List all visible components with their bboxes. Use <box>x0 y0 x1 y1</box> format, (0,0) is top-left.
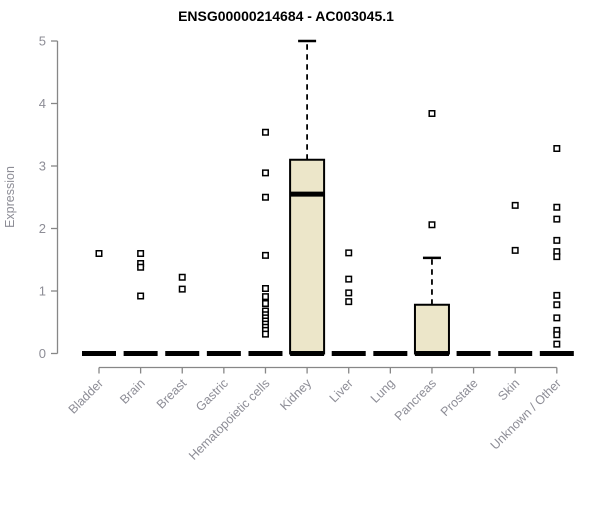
outlier-point <box>261 251 269 259</box>
x-tick-label: Breast <box>154 376 190 412</box>
outlier-point <box>137 292 145 300</box>
x-tick-label: Unknown / Other <box>488 376 564 452</box>
outlier-point <box>511 201 519 209</box>
boxplot-bladder: Bladder <box>66 250 116 417</box>
chart-title: ENSG00000214684 - AC003045.1 <box>178 8 394 24</box>
outlier-point <box>345 289 353 297</box>
outlier-point <box>553 331 561 339</box>
x-tick-label: Prostate <box>438 376 481 419</box>
outlier-point <box>261 293 269 301</box>
outlier-point <box>261 285 269 292</box>
x-tick-label: Hematopoietic cells <box>186 376 273 463</box>
outlier-point <box>261 128 269 136</box>
outlier-point <box>178 285 186 293</box>
box <box>413 303 450 355</box>
outlier-point <box>553 301 561 309</box>
outlier-point <box>553 314 561 322</box>
y-tick-label: 5 <box>39 34 46 49</box>
outlier-point <box>553 203 561 211</box>
y-tick-label: 4 <box>39 96 46 111</box>
outlier-point <box>345 298 353 306</box>
outlier-point <box>95 250 103 257</box>
outlier-point <box>428 221 436 229</box>
outlier-point <box>553 236 561 244</box>
boxplot-liver: Liver <box>327 249 366 405</box>
outlier-point <box>137 250 145 257</box>
outlier-point <box>511 246 519 254</box>
outlier-point <box>345 249 353 257</box>
x-tick-label: Brain <box>117 376 148 407</box>
outlier-point <box>137 263 145 271</box>
outlier-point <box>178 273 186 281</box>
outlier-point <box>553 291 561 299</box>
outlier-point <box>428 110 436 117</box>
y-tick-label: 3 <box>39 159 46 174</box>
x-tick-label: Lung <box>368 376 398 406</box>
box <box>289 158 326 355</box>
outlier-point <box>261 330 269 338</box>
outlier-point <box>553 215 561 223</box>
x-tick-label: Pancreas <box>392 376 439 423</box>
outlier-point <box>345 275 353 283</box>
boxplot-unknown-other: Unknown / Other <box>488 145 574 452</box>
boxplot-brain: Brain <box>117 250 158 407</box>
boxplot-breast: Breast <box>154 273 200 412</box>
y-tick-label: 1 <box>39 284 46 299</box>
x-tick-label: Kidney <box>277 376 314 413</box>
x-tick-label: Gastric <box>193 376 231 414</box>
outlier-point <box>261 169 269 177</box>
boxplot-skin: Skin <box>495 201 533 403</box>
y-axis-title: Expression <box>3 166 17 228</box>
x-tick-label: Bladder <box>66 376 106 416</box>
outlier-point <box>261 300 269 307</box>
x-tick-label: Skin <box>495 376 522 403</box>
outlier-point <box>553 253 561 261</box>
y-tick-label: 2 <box>39 221 46 236</box>
outlier-point <box>553 145 561 152</box>
boxplot-prostate: Prostate <box>438 351 491 419</box>
y-tick-label: 0 <box>39 346 46 361</box>
boxplot-lung: Lung <box>368 351 408 406</box>
boxplot-kidney: Kidney <box>277 39 326 413</box>
outlier-point <box>553 340 561 348</box>
boxplot-pancreas: Pancreas <box>392 110 450 423</box>
outlier-point <box>261 193 269 201</box>
x-tick-label: Liver <box>327 376 356 405</box>
